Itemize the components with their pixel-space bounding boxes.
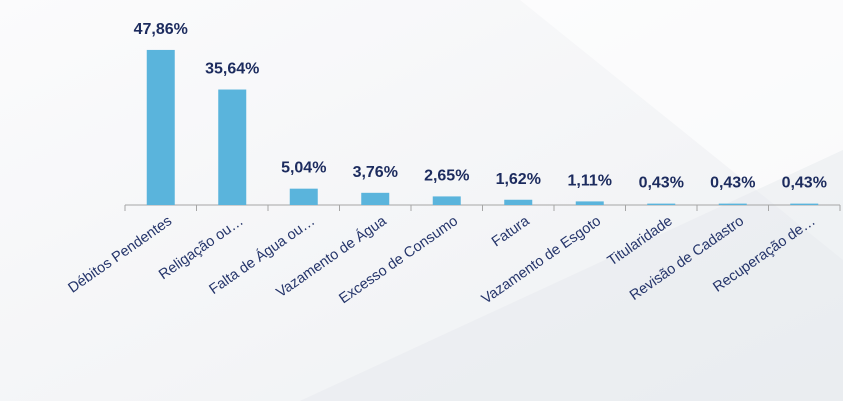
value-label: 0,43% bbox=[639, 175, 684, 192]
value-label: 3,76% bbox=[353, 164, 398, 181]
value-label: 0,43% bbox=[782, 175, 827, 192]
bar bbox=[575, 201, 604, 205]
bar bbox=[361, 192, 390, 205]
value-label: 2,65% bbox=[424, 167, 469, 184]
bar bbox=[647, 203, 676, 205]
bar bbox=[718, 203, 747, 205]
value-label: 47,86% bbox=[134, 21, 188, 38]
value-label: 1,11% bbox=[568, 172, 612, 189]
value-label: 0,43% bbox=[710, 175, 755, 192]
value-label: 35,64% bbox=[205, 61, 259, 78]
bar bbox=[432, 196, 461, 205]
value-label: 5,04% bbox=[281, 160, 326, 177]
bar bbox=[790, 203, 819, 205]
bar bbox=[146, 49, 175, 206]
value-label: 1,62% bbox=[496, 171, 541, 188]
bar bbox=[289, 188, 318, 205]
bar bbox=[504, 199, 533, 205]
bar bbox=[218, 89, 247, 205]
background-shape bbox=[300, 150, 843, 401]
